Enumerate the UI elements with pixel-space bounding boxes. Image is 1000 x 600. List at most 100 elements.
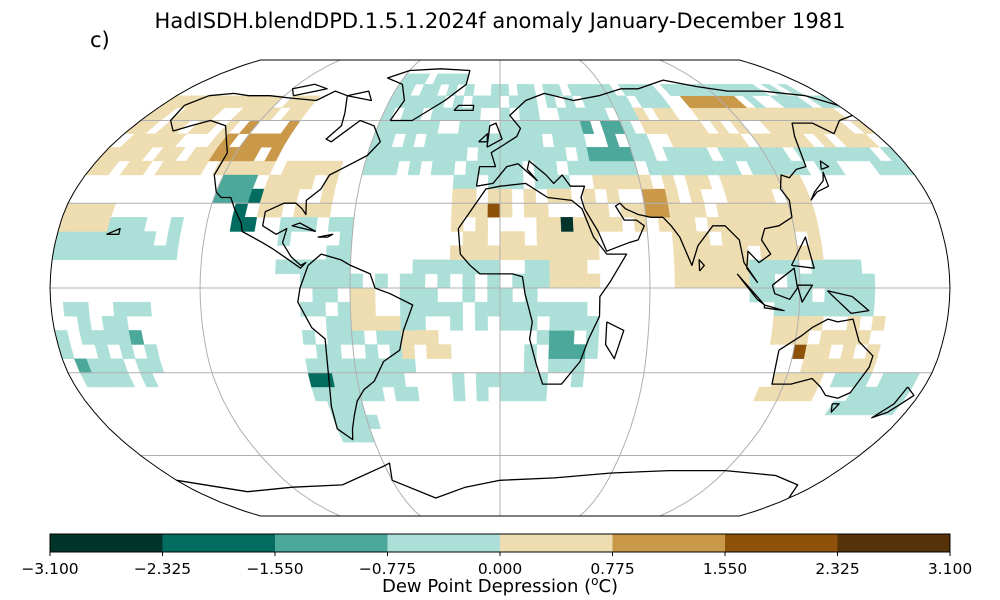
grid-cell	[536, 245, 551, 260]
grid-cell	[487, 372, 501, 388]
grid-cell	[528, 107, 541, 121]
grid-cell	[499, 372, 513, 388]
grid-cell	[487, 287, 501, 303]
grid-cell	[128, 330, 145, 345]
grid-cell	[633, 217, 648, 232]
grid-cell	[475, 231, 488, 246]
grid-cell	[451, 188, 465, 204]
grid-cell	[312, 287, 326, 303]
grid-cell	[163, 147, 186, 162]
grid-cell	[849, 273, 863, 289]
anomaly-grid	[51, 73, 921, 443]
grid-cell	[511, 372, 525, 388]
map-title: HadISDH.blendDPD.1.5.1.2024f anomaly Jan…	[154, 9, 846, 33]
colorbar-segment	[275, 534, 388, 552]
grid-cell	[75, 301, 90, 317]
grid-cell	[574, 273, 588, 289]
grid-cell	[401, 344, 416, 359]
grid-cell	[349, 301, 364, 317]
grid-cell	[76, 245, 92, 260]
grid-cell	[490, 95, 501, 108]
grid-cell	[475, 372, 489, 388]
grid-cell	[512, 301, 526, 317]
grid-cell	[112, 301, 127, 317]
grid-cell	[407, 160, 422, 176]
grid-cell	[412, 259, 426, 275]
grid-cell	[165, 231, 182, 246]
grid-cell	[264, 147, 284, 162]
grid-cell	[499, 120, 511, 134]
grid-cell	[709, 120, 731, 134]
coastline	[871, 386, 915, 419]
grid-cell	[799, 273, 813, 289]
colorbar-segment	[387, 534, 500, 552]
grid-cell	[718, 217, 734, 232]
grid-cell	[711, 259, 725, 275]
grid-cell	[362, 301, 376, 317]
grid-cell	[468, 120, 481, 134]
grid-cell	[810, 259, 825, 275]
grid-cell	[499, 133, 512, 148]
grid-cell	[101, 316, 117, 331]
grid-cell	[438, 344, 452, 359]
grid-cell	[143, 344, 160, 359]
grid-cell	[452, 386, 466, 402]
grid-cell	[324, 273, 338, 289]
grid-cell	[524, 245, 538, 260]
grid-cell	[806, 231, 823, 246]
grid-cell	[463, 188, 477, 204]
grid-cell	[412, 316, 427, 331]
grid-cell	[796, 316, 812, 331]
coastline	[347, 90, 373, 102]
grid-cell	[861, 273, 876, 289]
grid-cell	[364, 344, 379, 359]
grid-cell	[510, 133, 522, 148]
grid-cell	[487, 273, 501, 289]
grid-cell	[574, 316, 588, 331]
grid-cell	[761, 259, 775, 275]
colorbar-tick-label: −0.775	[358, 560, 417, 578]
grid-cell	[523, 188, 537, 204]
coastline	[763, 304, 785, 312]
grid-cell	[315, 344, 330, 359]
grid-cell	[683, 231, 699, 246]
coastline	[176, 462, 799, 499]
grid-cell	[114, 316, 130, 331]
grid-cell	[572, 217, 587, 232]
grid-cell	[469, 107, 482, 121]
coastline	[790, 236, 815, 269]
grid-cell	[499, 245, 513, 260]
coastline	[771, 267, 799, 300]
grid-cell	[379, 107, 396, 121]
grid-cell	[487, 259, 501, 275]
grid-cell	[317, 203, 333, 218]
grid-cell	[451, 203, 465, 218]
grid-cell	[586, 316, 600, 331]
grid-cell	[871, 316, 886, 331]
coastline	[291, 222, 317, 233]
colorbar-tick-label: 1.550	[702, 560, 748, 578]
grid-cell	[499, 147, 512, 162]
grid-cell	[437, 259, 451, 275]
grid-cell	[532, 147, 546, 162]
grid-cell	[524, 259, 538, 275]
globe-outline	[49, 59, 951, 517]
grid-cell	[521, 147, 534, 162]
grid-cell	[499, 203, 513, 218]
grid-cell	[562, 273, 576, 289]
grid-cell	[508, 95, 520, 108]
grid-cell	[741, 95, 767, 108]
grid-cell	[699, 273, 713, 289]
grid-cell	[823, 259, 838, 275]
coastline	[291, 83, 328, 97]
grid-cell	[337, 273, 351, 289]
grid-cell	[561, 330, 575, 345]
grid-cell	[477, 147, 490, 162]
colorbar-segment	[837, 534, 950, 552]
grid-cell	[761, 287, 776, 303]
grid-cell	[848, 259, 863, 275]
grid-cell	[54, 330, 71, 345]
grid-cell	[549, 316, 563, 331]
coastline	[604, 321, 625, 360]
